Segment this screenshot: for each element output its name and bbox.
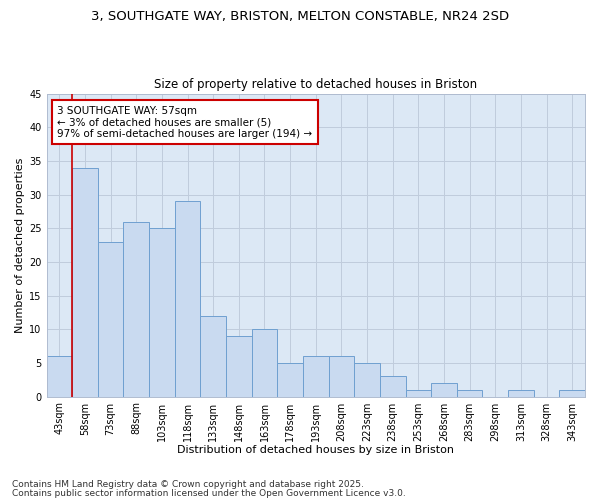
Bar: [277, 363, 303, 396]
Bar: [329, 356, 354, 397]
X-axis label: Distribution of detached houses by size in Briston: Distribution of detached houses by size …: [177, 445, 454, 455]
Bar: [380, 376, 406, 396]
Bar: [98, 242, 124, 396]
Bar: [175, 202, 200, 396]
Text: Contains HM Land Registry data © Crown copyright and database right 2025.: Contains HM Land Registry data © Crown c…: [12, 480, 364, 489]
Bar: [431, 383, 457, 396]
Bar: [508, 390, 534, 396]
Bar: [226, 336, 251, 396]
Text: Contains public sector information licensed under the Open Government Licence v3: Contains public sector information licen…: [12, 488, 406, 498]
Bar: [457, 390, 482, 396]
Bar: [47, 356, 72, 397]
Bar: [72, 168, 98, 396]
Bar: [354, 363, 380, 396]
Text: 3 SOUTHGATE WAY: 57sqm
← 3% of detached houses are smaller (5)
97% of semi-detac: 3 SOUTHGATE WAY: 57sqm ← 3% of detached …: [57, 106, 313, 139]
Bar: [149, 228, 175, 396]
Text: 3, SOUTHGATE WAY, BRISTON, MELTON CONSTABLE, NR24 2SD: 3, SOUTHGATE WAY, BRISTON, MELTON CONSTA…: [91, 10, 509, 23]
Bar: [559, 390, 585, 396]
Y-axis label: Number of detached properties: Number of detached properties: [15, 158, 25, 333]
Bar: [124, 222, 149, 396]
Title: Size of property relative to detached houses in Briston: Size of property relative to detached ho…: [154, 78, 478, 91]
Bar: [303, 356, 329, 397]
Bar: [200, 316, 226, 396]
Bar: [406, 390, 431, 396]
Bar: [251, 330, 277, 396]
